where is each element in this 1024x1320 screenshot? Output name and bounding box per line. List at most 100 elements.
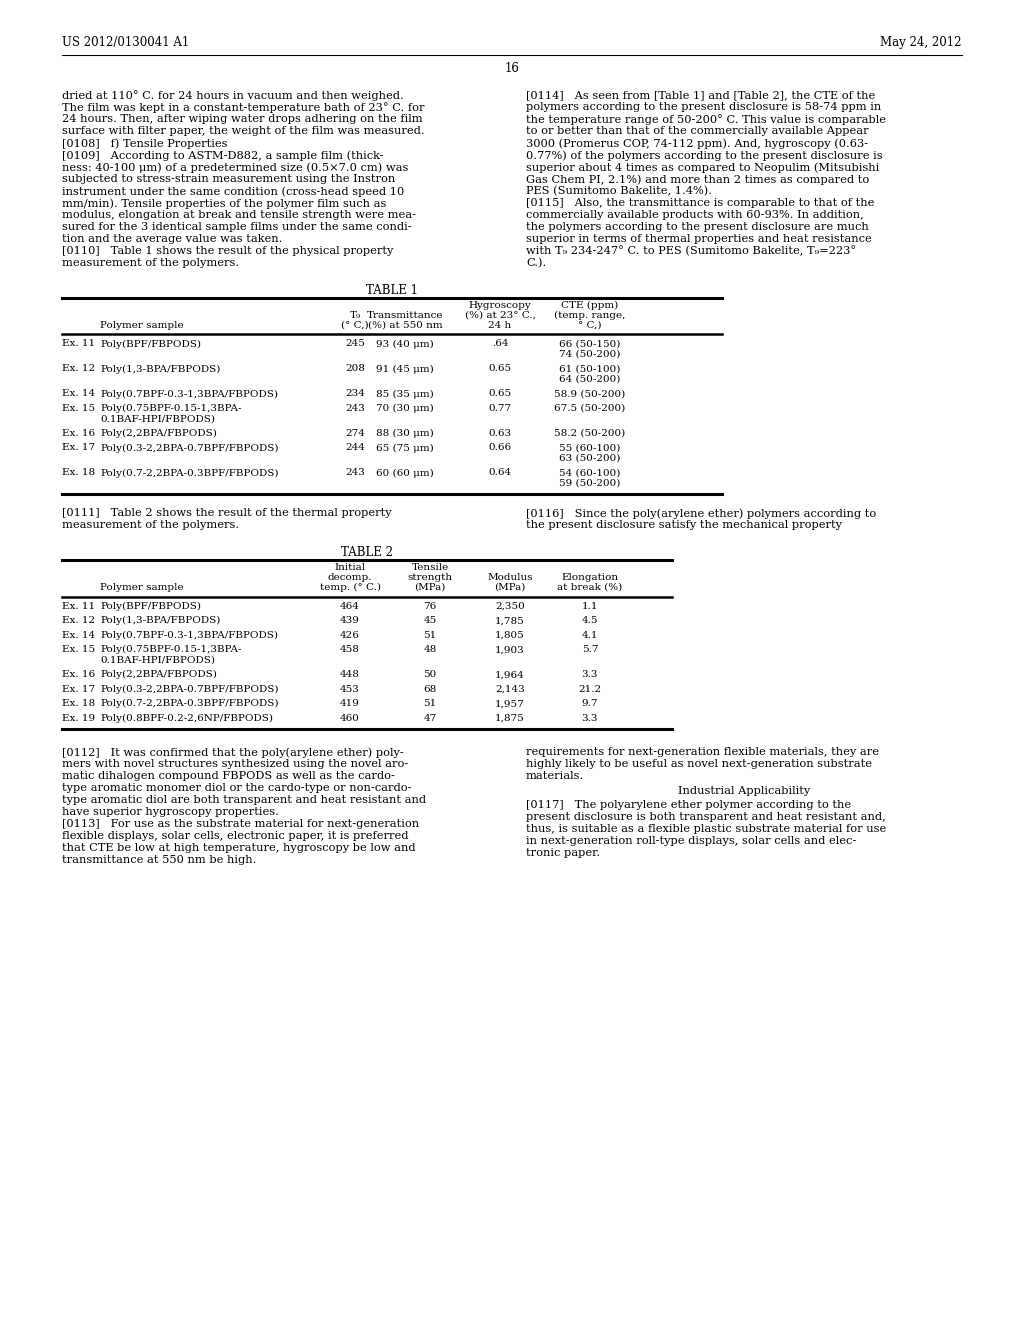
Text: Ex. 18: Ex. 18	[62, 469, 95, 478]
Text: Ex. 18: Ex. 18	[62, 700, 95, 709]
Text: [0115]   Also, the transmittance is comparable to that of the: [0115] Also, the transmittance is compar…	[526, 198, 874, 209]
Text: Poly(1,3-BPA/FBPODS): Poly(1,3-BPA/FBPODS)	[100, 364, 220, 374]
Text: 426: 426	[340, 631, 360, 640]
Text: 0.77%) of the polymers according to the present disclosure is: 0.77%) of the polymers according to the …	[526, 150, 883, 161]
Text: Poly(0.75BPF-0.15-1,3BPA-: Poly(0.75BPF-0.15-1,3BPA-	[100, 645, 242, 655]
Text: 439: 439	[340, 616, 360, 626]
Text: 65 (75 μm): 65 (75 μm)	[376, 444, 434, 453]
Text: 21.2: 21.2	[579, 685, 601, 694]
Text: 460: 460	[340, 714, 360, 723]
Text: flexible displays, solar cells, electronic paper, it is preferred: flexible displays, solar cells, electron…	[62, 832, 409, 841]
Text: 63 (50-200): 63 (50-200)	[559, 454, 621, 463]
Text: 1,875: 1,875	[496, 714, 525, 723]
Text: Ex. 16: Ex. 16	[62, 671, 95, 680]
Text: commercially available products with 60-93%. In addition,: commercially available products with 60-…	[526, 210, 864, 220]
Text: with T₉ 234-247° C. to PES (Sumitomo Bakelite, T₉=223°: with T₉ 234-247° C. to PES (Sumitomo Bak…	[526, 246, 856, 256]
Text: Poly(0.7BPF-0.3-1,3BPA/FBPODS): Poly(0.7BPF-0.3-1,3BPA/FBPODS)	[100, 389, 278, 399]
Text: Poly(0.7BPF-0.3-1,3BPA/FBPODS): Poly(0.7BPF-0.3-1,3BPA/FBPODS)	[100, 631, 278, 640]
Text: 16: 16	[505, 62, 519, 75]
Text: T₉: T₉	[349, 310, 360, 319]
Text: Ex. 14: Ex. 14	[62, 631, 95, 640]
Text: (° C,): (° C,)	[341, 321, 369, 330]
Text: 3.3: 3.3	[582, 671, 598, 680]
Text: 24 hours. Then, after wiping water drops adhering on the film: 24 hours. Then, after wiping water drops…	[62, 114, 423, 124]
Text: 4.1: 4.1	[582, 631, 598, 640]
Text: [0114]   As seen from [Table 1] and [Table 2], the CTE of the: [0114] As seen from [Table 1] and [Table…	[526, 90, 876, 100]
Text: 58.2 (50-200): 58.2 (50-200)	[554, 429, 626, 438]
Text: The film was kept in a constant-temperature bath of 23° C. for: The film was kept in a constant-temperat…	[62, 102, 425, 114]
Text: ° C,): ° C,)	[579, 321, 602, 330]
Text: in next-generation roll-type displays, solar cells and elec-: in next-generation roll-type displays, s…	[526, 837, 856, 846]
Text: polymers according to the present disclosure is 58-74 ppm in: polymers according to the present disclo…	[526, 102, 882, 112]
Text: Ex. 15: Ex. 15	[62, 404, 95, 413]
Text: Ex. 19: Ex. 19	[62, 714, 95, 723]
Text: Poly(0.8BPF-0.2-2,6NP/FBPODS): Poly(0.8BPF-0.2-2,6NP/FBPODS)	[100, 714, 273, 723]
Text: sured for the 3 identical sample films under the same condi-: sured for the 3 identical sample films u…	[62, 222, 412, 232]
Text: Modulus: Modulus	[487, 573, 532, 582]
Text: 76: 76	[423, 602, 436, 611]
Text: 68: 68	[423, 685, 436, 694]
Text: Ex. 11: Ex. 11	[62, 602, 95, 611]
Text: TABLE 2: TABLE 2	[341, 546, 393, 560]
Text: highly likely to be useful as novel next-generation substrate: highly likely to be useful as novel next…	[526, 759, 872, 770]
Text: measurement of the polymers.: measurement of the polymers.	[62, 257, 240, 268]
Text: 458: 458	[340, 645, 360, 655]
Text: that CTE be low at high temperature, hygroscopy be low and: that CTE be low at high temperature, hyg…	[62, 843, 416, 853]
Text: 60 (60 μm): 60 (60 μm)	[376, 469, 434, 478]
Text: Polymer sample: Polymer sample	[100, 583, 183, 591]
Text: 91 (45 μm): 91 (45 μm)	[376, 364, 434, 374]
Text: 234: 234	[345, 389, 365, 399]
Text: 0.64: 0.64	[488, 469, 512, 478]
Text: (%) at 23° C.,: (%) at 23° C.,	[465, 310, 536, 319]
Text: 55 (60-100): 55 (60-100)	[559, 444, 621, 453]
Text: 0.1BAF-HPI/FBPODS): 0.1BAF-HPI/FBPODS)	[100, 414, 215, 424]
Text: superior in terms of thermal properties and heat resistance: superior in terms of thermal properties …	[526, 234, 871, 244]
Text: 66 (50-150): 66 (50-150)	[559, 339, 621, 348]
Text: Poly(0.7-2,2BPA-0.3BPF/FBPODS): Poly(0.7-2,2BPA-0.3BPF/FBPODS)	[100, 469, 279, 478]
Text: 9.7: 9.7	[582, 700, 598, 709]
Text: dried at 110° C. for 24 hours in vacuum and then weighed.: dried at 110° C. for 24 hours in vacuum …	[62, 90, 403, 100]
Text: 67.5 (50-200): 67.5 (50-200)	[554, 404, 626, 413]
Text: 5.7: 5.7	[582, 645, 598, 655]
Text: 61 (50-100): 61 (50-100)	[559, 364, 621, 374]
Text: 1,964: 1,964	[496, 671, 525, 680]
Text: 245: 245	[345, 339, 365, 348]
Text: Ex. 16: Ex. 16	[62, 429, 95, 438]
Text: superior about 4 times as compared to Neopulim (Mitsubishi: superior about 4 times as compared to Ne…	[526, 162, 880, 173]
Text: 0.63: 0.63	[488, 429, 512, 438]
Text: Hygroscopy: Hygroscopy	[469, 301, 531, 310]
Text: Initial: Initial	[335, 564, 366, 573]
Text: present disclosure is both transparent and heat resistant and,: present disclosure is both transparent a…	[526, 812, 886, 822]
Text: 1.1: 1.1	[582, 602, 598, 611]
Text: Poly(0.7-2,2BPA-0.3BPF/FBPODS): Poly(0.7-2,2BPA-0.3BPF/FBPODS)	[100, 700, 279, 709]
Text: surface with filter paper, the weight of the film was measured.: surface with filter paper, the weight of…	[62, 125, 425, 136]
Text: the temperature range of 50-200° C. This value is comparable: the temperature range of 50-200° C. This…	[526, 114, 886, 125]
Text: 45: 45	[423, 616, 436, 626]
Text: [0112]   It was confirmed that the poly(arylene ether) poly-: [0112] It was confirmed that the poly(ar…	[62, 747, 403, 758]
Text: Poly(2,2BPA/FBPODS): Poly(2,2BPA/FBPODS)	[100, 429, 217, 438]
Text: 64 (50-200): 64 (50-200)	[559, 375, 621, 384]
Text: Poly(BPF/FBPODS): Poly(BPF/FBPODS)	[100, 602, 201, 611]
Text: Ex. 12: Ex. 12	[62, 364, 95, 374]
Text: Poly(0.75BPF-0.15-1,3BPA-: Poly(0.75BPF-0.15-1,3BPA-	[100, 404, 242, 413]
Text: Transmittance: Transmittance	[367, 310, 443, 319]
Text: 464: 464	[340, 602, 360, 611]
Text: 448: 448	[340, 671, 360, 680]
Text: [0111]   Table 2 shows the result of the thermal property: [0111] Table 2 shows the result of the t…	[62, 508, 391, 519]
Text: 0.1BAF-HPI/FBPODS): 0.1BAF-HPI/FBPODS)	[100, 656, 215, 665]
Text: 0.66: 0.66	[488, 444, 512, 453]
Text: 58.9 (50-200): 58.9 (50-200)	[554, 389, 626, 399]
Text: temp. (° C.): temp. (° C.)	[319, 583, 381, 593]
Text: Gas Chem PI, 2.1%) and more than 2 times as compared to: Gas Chem PI, 2.1%) and more than 2 times…	[526, 174, 869, 185]
Text: 2,143: 2,143	[496, 685, 525, 694]
Text: to or better than that of the commercially available Appear: to or better than that of the commercial…	[526, 125, 868, 136]
Text: [0113]   For use as the substrate material for next-generation: [0113] For use as the substrate material…	[62, 820, 419, 829]
Text: 93 (40 μm): 93 (40 μm)	[376, 339, 434, 348]
Text: 88 (30 μm): 88 (30 μm)	[376, 429, 434, 438]
Text: decomp.: decomp.	[328, 573, 373, 582]
Text: mers with novel structures synthesized using the novel aro-: mers with novel structures synthesized u…	[62, 759, 409, 770]
Text: Tensile: Tensile	[412, 564, 449, 573]
Text: at break (%): at break (%)	[557, 583, 623, 591]
Text: Industrial Applicability: Industrial Applicability	[678, 787, 810, 796]
Text: 0.77: 0.77	[488, 404, 512, 413]
